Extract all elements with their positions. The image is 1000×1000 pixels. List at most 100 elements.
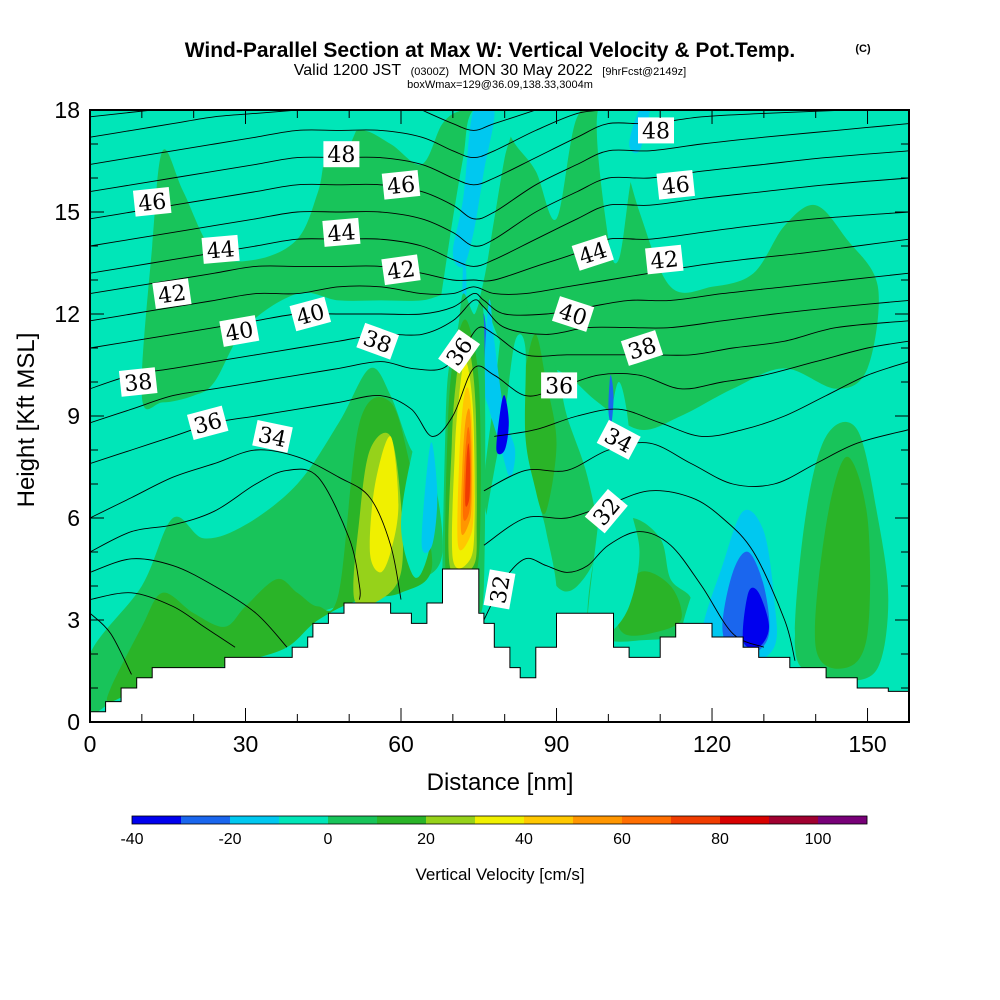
forecast-info: [9hrFcst@2149z]	[602, 66, 686, 78]
contour-label-text: 42	[649, 247, 679, 275]
contour-label-background	[152, 278, 192, 309]
colorbar-swatch	[279, 816, 329, 824]
contour-label: 44	[201, 234, 240, 265]
valid-time: Valid 1200 JST	[294, 62, 402, 79]
velocity-region	[814, 456, 871, 669]
colorbar-swatch	[426, 816, 476, 824]
colorbar-tick-label: 20	[417, 831, 435, 848]
isentrope-33	[483, 490, 796, 661]
contour-label-background	[541, 372, 578, 399]
contour-label-background	[638, 117, 674, 144]
terrain	[90, 568, 909, 722]
colorbar-swatch	[573, 816, 623, 824]
contour-label-text: 48	[642, 119, 670, 144]
isentrope-31	[90, 612, 132, 675]
contour-label-background	[645, 244, 684, 275]
contour-label-text: 44	[326, 220, 356, 247]
contour-label: 42	[645, 244, 684, 275]
colorbar-swatch	[377, 816, 427, 824]
y-tick-label: 0	[67, 709, 80, 735]
y-tick-label: 12	[54, 301, 80, 327]
isentrope-34	[483, 429, 909, 492]
contour-label: 42	[381, 254, 421, 286]
contour-label: 42	[152, 278, 192, 310]
contour-label-text: 46	[137, 189, 167, 217]
contour-label-text: 32	[486, 574, 515, 606]
velocity-region	[496, 395, 509, 455]
valid-utc: (0300Z)	[411, 66, 450, 78]
colorbar-swatch	[720, 816, 770, 824]
colorbar-swatch	[769, 816, 819, 824]
contour-label-background	[323, 141, 360, 168]
contour-label-background	[201, 234, 240, 264]
contour-label: 32	[483, 569, 516, 610]
colorbar-swatch	[328, 816, 378, 824]
colorbar-label: Vertical Velocity [cm/s]	[415, 865, 584, 884]
contour-label-background	[186, 405, 229, 441]
colorbar-swatch	[230, 816, 280, 824]
contour-label-text: 42	[157, 281, 188, 310]
isentrope-47	[421, 110, 536, 131]
isentrope-35	[90, 449, 402, 600]
contour-label-background	[118, 367, 158, 397]
contour-label-text: 42	[386, 257, 417, 286]
contour-label-background	[132, 186, 172, 217]
colorbar-tick-label: 100	[805, 831, 832, 848]
isentrope-37	[90, 320, 909, 424]
y-tick-label: 6	[67, 505, 80, 531]
colorbar: -40 -20 0 20 40 60 80 100	[120, 815, 868, 848]
isentrope-41	[90, 211, 909, 295]
contour-label-text: 36	[545, 374, 573, 399]
velocity-region	[608, 374, 614, 424]
colorbar-swatch	[622, 816, 672, 824]
chart-title: Wind-Parallel Section at Max W: Vertical…	[185, 39, 796, 62]
colorbar-swatch	[132, 816, 182, 824]
colorbar-swatch	[181, 816, 231, 824]
contour-label: 44	[322, 217, 361, 248]
isentrope-38	[90, 299, 909, 390]
contour-label-background	[322, 217, 361, 247]
contour-label-text: 38	[123, 370, 153, 398]
contour-label: 38	[118, 367, 158, 398]
contour-label-text: 48	[327, 143, 355, 168]
contour-label-text: 34	[256, 423, 289, 453]
colorbar-frame	[131, 815, 868, 825]
contour-label-background	[381, 254, 421, 286]
contour-label-text: 44	[206, 237, 236, 264]
copyright-mark: (C)	[855, 43, 871, 55]
contour-label-background	[656, 169, 695, 200]
isentrope-43	[90, 150, 909, 247]
isentrope-32	[483, 531, 765, 648]
isentrope-47	[90, 110, 298, 138]
isentrope-40	[90, 238, 909, 322]
y-tick-label: 9	[67, 403, 80, 429]
contour-label: 46	[656, 169, 695, 200]
velocity-region	[742, 587, 769, 649]
colorbar-tick-label: 40	[515, 831, 533, 848]
velocity-region	[465, 443, 471, 507]
chart-subtitle: Valid 1200 JST (0300Z) MON 30 May 2022 […	[294, 62, 686, 79]
contour-label-background	[620, 330, 664, 366]
colorbar-swatch	[524, 816, 574, 824]
contour-label-background	[289, 296, 332, 332]
isentrope-33	[90, 558, 288, 648]
isentrope-44	[90, 123, 909, 220]
velocity-region	[421, 442, 438, 553]
velocity-region	[141, 110, 879, 430]
isentrope-36	[90, 340, 909, 465]
velocity-region	[106, 397, 433, 702]
contour-label-text: 40	[224, 318, 256, 347]
y-tick-label: 15	[54, 199, 80, 225]
contour-label: 48	[323, 141, 360, 168]
contour-label: 34	[252, 419, 293, 453]
contour-label: 48	[638, 117, 674, 144]
colorbar-tick-label: 0	[324, 831, 333, 848]
velocity-region	[452, 110, 495, 268]
velocity-region	[596, 110, 641, 264]
colorbar-swatch	[475, 816, 525, 824]
colorbar-swatch	[671, 816, 721, 824]
colorbar-tick-label: 80	[711, 831, 729, 848]
contour-label-background	[438, 329, 481, 374]
